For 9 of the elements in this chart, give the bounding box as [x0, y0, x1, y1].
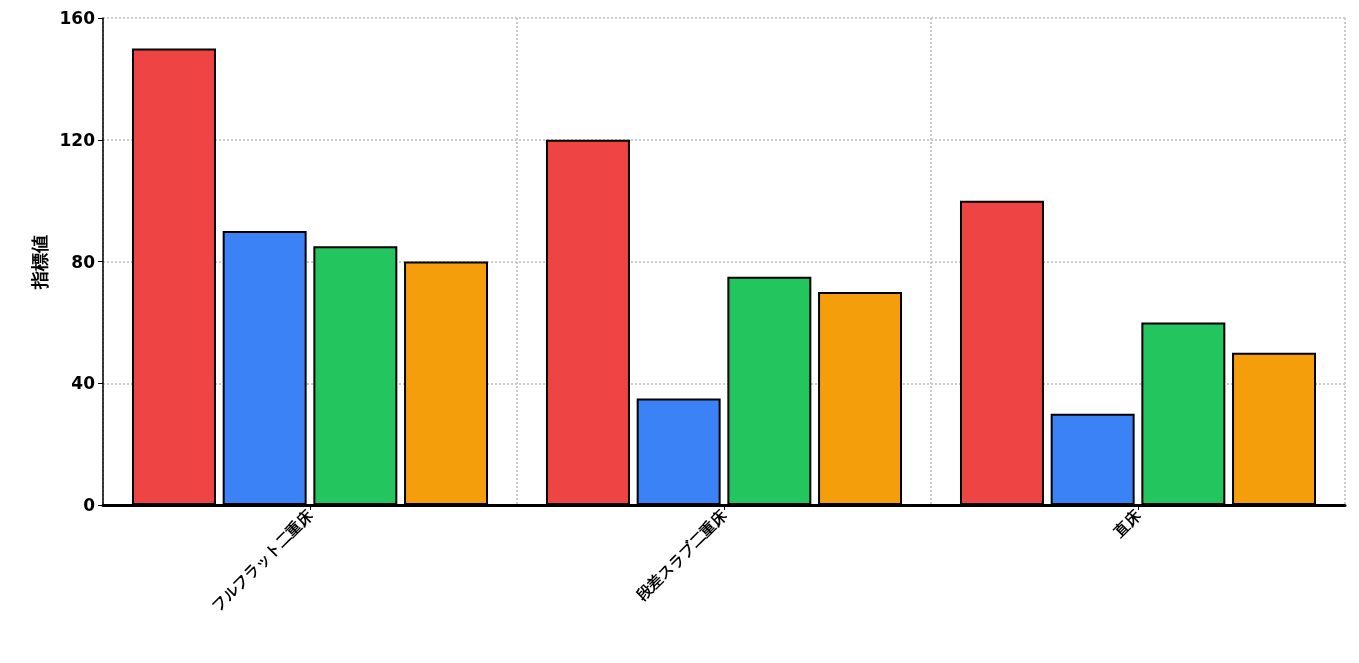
y-tick-label: 0 — [83, 495, 96, 515]
x-tick-label: フルフラット二重床 — [208, 505, 318, 615]
x-tick-label: 段差スラブ二重床 — [632, 505, 732, 605]
y-tick-label: 160 — [59, 8, 96, 28]
y-tick-label: 80 — [71, 251, 96, 272]
y-tick-label: 120 — [59, 129, 96, 150]
y-tick-label: 40 — [71, 373, 96, 394]
x-tick-label: 直床 — [1109, 505, 1146, 542]
y-axis-title: 指標値 — [28, 234, 50, 290]
